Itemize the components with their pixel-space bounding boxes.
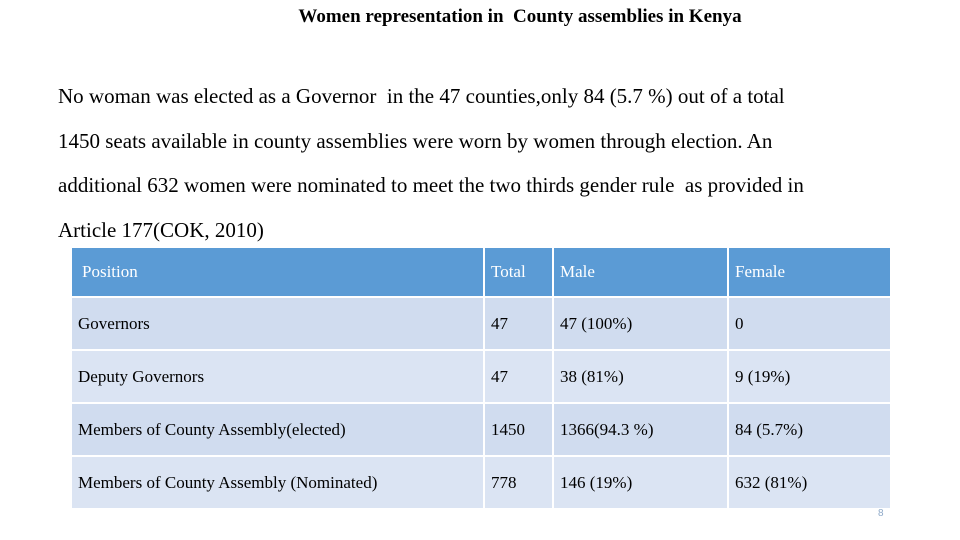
paragraph-line-4: Article 177(COK, 2010) xyxy=(58,217,264,242)
slide-title: Women representation in County assemblie… xyxy=(298,6,742,27)
cell-total: 47 xyxy=(483,349,554,404)
cell-male: 47 (100%) xyxy=(552,296,729,351)
paragraph-line-1: No woman was elected as a Governor in th… xyxy=(58,84,785,108)
cell-female: 84 (5.7%) xyxy=(727,402,892,457)
header-total: Total xyxy=(483,246,554,298)
paragraph-line-2: 1450 seats available in county assemblie… xyxy=(58,128,773,153)
header-female: Female xyxy=(727,246,892,298)
header-male: Male xyxy=(552,246,729,298)
cell-female: 9 (19%) xyxy=(727,349,892,404)
table-header-row: Position Total Male Female xyxy=(70,246,892,298)
cell-male: 1366(94.3 %) xyxy=(552,402,729,457)
paragraph-line-3: additional 632 women were nominated to m… xyxy=(58,173,804,197)
page-number: 8 xyxy=(878,508,884,519)
table-row: Deputy Governors 47 38 (81%) 9 (19%) xyxy=(70,349,892,404)
cell-male: 38 (81%) xyxy=(552,349,729,404)
slide-paragraph: No woman was elected as a Governor in th… xyxy=(58,74,938,252)
representation-table: Position Total Male Female Governors 47 … xyxy=(70,246,892,510)
cell-total: 47 xyxy=(483,296,554,351)
cell-male: 146 (19%) xyxy=(552,455,729,510)
cell-female: 0 xyxy=(727,296,892,351)
cell-total: 1450 xyxy=(483,402,554,457)
table-row: Members of County Assembly (Nominated) 7… xyxy=(70,455,892,510)
cell-total: 778 xyxy=(483,455,554,510)
cell-female: 632 (81%) xyxy=(727,455,892,510)
cell-position: Governors xyxy=(70,296,485,351)
table-row: Governors 47 47 (100%) 0 xyxy=(70,296,892,351)
cell-position: Members of County Assembly(elected) xyxy=(70,402,485,457)
table-row: Members of County Assembly(elected) 1450… xyxy=(70,402,892,457)
header-position: Position xyxy=(70,246,485,298)
cell-position: Members of County Assembly (Nominated) xyxy=(70,455,485,510)
cell-position: Deputy Governors xyxy=(70,349,485,404)
